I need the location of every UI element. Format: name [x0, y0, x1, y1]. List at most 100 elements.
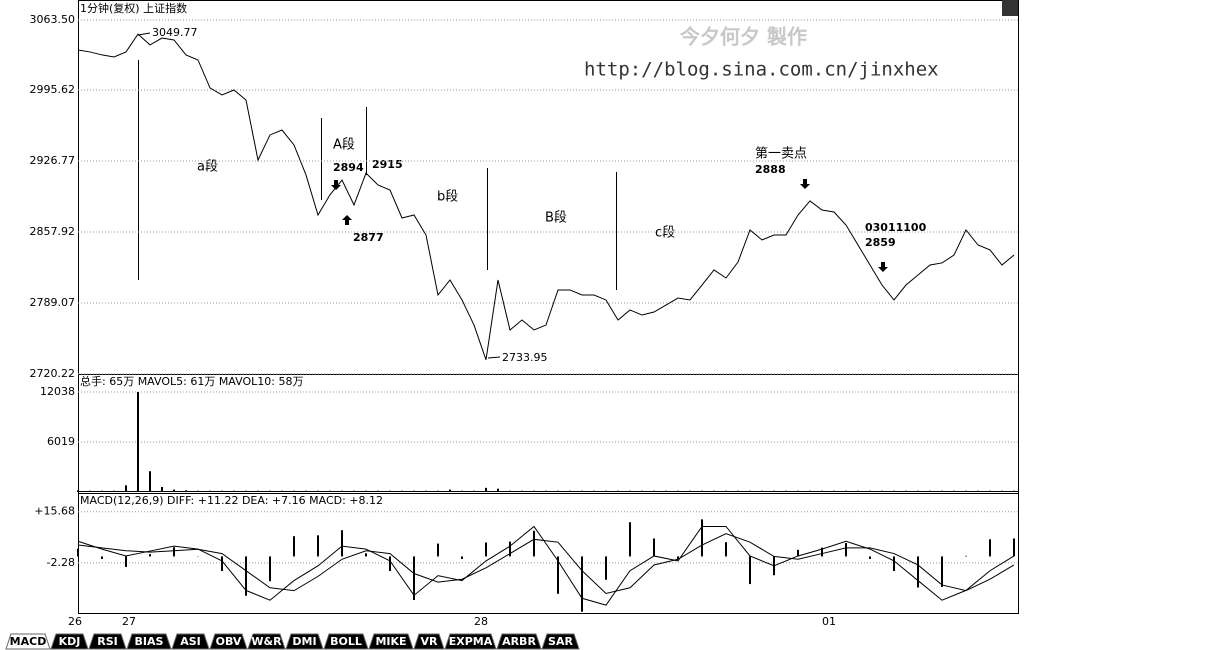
volume-bar [845, 490, 847, 492]
annotation: 03011100 [865, 221, 927, 234]
tab[interactable] [247, 633, 286, 650]
tab-label[interactable]: RSI [97, 635, 118, 648]
tab-label[interactable]: DMI [292, 635, 316, 648]
volume-bar [281, 490, 283, 492]
volume-bar [245, 490, 247, 492]
volume-bar [413, 490, 415, 492]
tab[interactable] [496, 633, 542, 650]
volume-bar [233, 490, 235, 492]
tab-label[interactable]: W&R [251, 635, 282, 648]
volume-bar [833, 490, 835, 492]
pane-title: MACD(12,26,9) DIFF: +11.22 DEA: +7.16 MA… [80, 494, 383, 507]
volume-bar [377, 490, 379, 492]
tab[interactable] [50, 633, 89, 650]
volume-bar [785, 490, 787, 492]
tab[interactable] [323, 633, 369, 650]
annotation: a段 [197, 160, 218, 175]
volume-bar [713, 490, 715, 492]
volume-bar [401, 490, 403, 492]
volume-bar [941, 490, 943, 492]
volume-bar [113, 490, 115, 492]
volume-bar [497, 488, 499, 492]
arrow-down [331, 180, 341, 190]
annotation: B段 [545, 211, 567, 226]
annotation: 3049.77 [152, 26, 198, 39]
tab-label[interactable]: ASI [180, 635, 201, 648]
arrow-down [800, 179, 810, 189]
tab[interactable] [285, 633, 324, 650]
tab-label[interactable]: SAR [548, 635, 573, 648]
tab-label[interactable]: EXPMA [449, 635, 493, 648]
volume-bar [533, 490, 535, 492]
pane-title: 1分钟(复权) 上证指数 [80, 1, 187, 15]
tab-bar: MACD KDJ RSI BIAS ASI OBV W&R DMI BOLL MIKE VR EXPM… [5, 633, 580, 650]
volume-bar [569, 490, 571, 492]
volume-bar [365, 490, 367, 492]
tab-label[interactable]: KDJ [59, 635, 81, 648]
y-tick-label: 12038 [40, 385, 75, 398]
y-tick-label: 6019 [47, 435, 75, 448]
tab[interactable] [126, 633, 172, 650]
volume-bar [917, 490, 919, 492]
tab-label[interactable]: ARBR [502, 635, 536, 648]
price-line [77, 525, 1015, 606]
volume-bar [881, 490, 883, 492]
price-line [77, 533, 1015, 595]
volume-bar [797, 490, 799, 492]
tab[interactable] [88, 633, 127, 650]
x-tick-label: 28 [474, 615, 488, 628]
annotation: 2877 [353, 231, 384, 244]
volume-bar [605, 490, 607, 492]
volume-bar [965, 490, 967, 492]
volume-bar [209, 490, 211, 492]
volume-bar [341, 490, 343, 492]
tab-label[interactable]: BOLL [330, 635, 362, 648]
volume-bar [269, 490, 271, 492]
y-tick-label: 3063.50 [30, 13, 76, 26]
volume-bar [173, 489, 175, 492]
tab[interactable] [444, 633, 497, 650]
y-tick-label: 2789.07 [30, 296, 76, 309]
volume-bar [521, 490, 523, 492]
tab-label[interactable]: MIKE [375, 635, 406, 648]
y-tick-label: +15.68 [34, 505, 75, 518]
volume-bar [557, 490, 559, 492]
volume-bar [857, 490, 859, 492]
volume-bar [545, 490, 547, 492]
volume-bar [89, 490, 91, 492]
volume-bar [737, 490, 739, 492]
y-tick-label: 2926.77 [30, 154, 76, 167]
x-tick-label: 01 [822, 615, 836, 628]
volume-bar [893, 490, 895, 492]
x-tick-label: 27 [122, 615, 136, 628]
price-line [77, 33, 1015, 361]
volume-bar [437, 490, 439, 492]
tab-label[interactable]: MACD [10, 635, 47, 648]
annotation: b段 [437, 190, 458, 205]
volume-bar [77, 490, 79, 492]
tab[interactable] [368, 633, 414, 650]
volume-bar [869, 490, 871, 492]
frame [78, 0, 1019, 614]
tab[interactable] [541, 633, 580, 650]
tab[interactable] [209, 633, 248, 650]
watermark-url: http://blog.sina.com.cn/jinxhex [584, 59, 939, 81]
volume-bar [593, 490, 595, 492]
tab-label[interactable]: VR [421, 635, 439, 648]
volume-bar [221, 490, 223, 492]
volume-bar [197, 490, 199, 492]
window-button[interactable] [1002, 0, 1018, 16]
volume-bar [305, 490, 307, 492]
volume-bar [389, 490, 391, 492]
volume-bar [629, 490, 631, 492]
tab[interactable] [413, 633, 445, 650]
tab-label[interactable]: OBV [216, 635, 242, 648]
volume-bar [425, 490, 427, 492]
tab[interactable] [171, 633, 210, 650]
volume-bar [773, 490, 775, 492]
tab-label[interactable]: BIAS [135, 635, 164, 648]
volume-bar [761, 490, 763, 492]
tab[interactable] [5, 633, 51, 650]
